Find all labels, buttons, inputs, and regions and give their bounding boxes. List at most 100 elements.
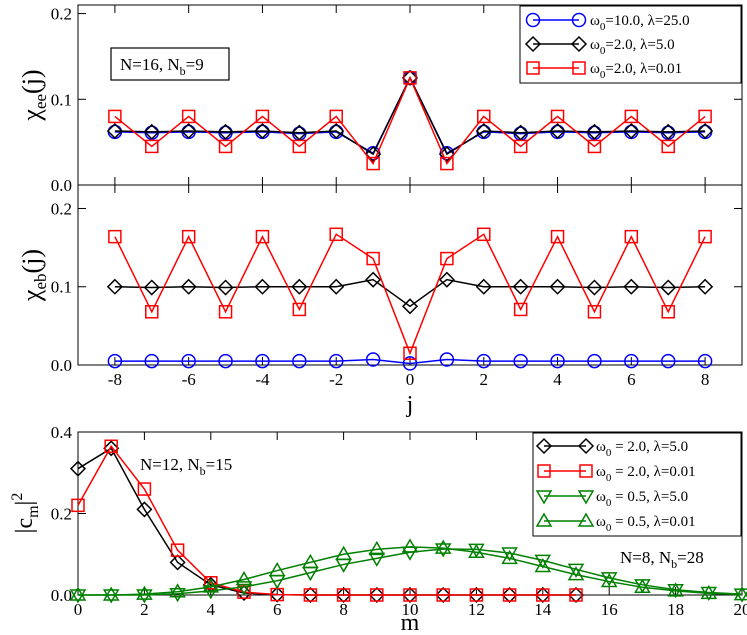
- xtick-label: 0: [406, 370, 415, 389]
- series-line: [114, 75, 706, 166]
- series-line: [114, 233, 706, 356]
- data-point: [697, 353, 713, 369]
- data-point: [303, 588, 318, 602]
- data-point: [107, 353, 123, 369]
- series-line: [114, 76, 706, 155]
- xtick-label: 14: [534, 600, 552, 619]
- data-point: [468, 586, 485, 604]
- data-point: [328, 353, 344, 369]
- data-point: [292, 353, 307, 369]
- ytick-label: 0.0: [51, 176, 72, 195]
- legend-marker: [535, 437, 553, 455]
- data-point: [697, 122, 714, 140]
- xtick-label: 6: [273, 600, 282, 619]
- legend-marker: [577, 512, 595, 527]
- data-point: [291, 278, 308, 295]
- data-point: [218, 353, 233, 369]
- data-point: [624, 229, 639, 244]
- data-point: [108, 229, 122, 244]
- panel-middle-xlabel: j: [406, 392, 414, 418]
- data-point: [102, 586, 120, 601]
- ytick-label: 0.2: [51, 5, 72, 24]
- data-point: [365, 352, 381, 367]
- data-point: [254, 278, 271, 295]
- series-line: [114, 76, 706, 156]
- data-point: [255, 353, 270, 369]
- legend-label-tail: =10.0, λ=25.0: [605, 13, 689, 29]
- data-point: [600, 572, 618, 587]
- data-point: [181, 353, 196, 369]
- panel-bottom-annotation-1: N=12, Nb=15: [140, 455, 232, 478]
- xtick-label: 10: [402, 600, 419, 619]
- data-point: [169, 554, 186, 571]
- data-point: [403, 346, 417, 361]
- data-point: [567, 566, 585, 581]
- data-point: [440, 251, 454, 266]
- series-line: [114, 358, 706, 365]
- data-point: [401, 298, 419, 315]
- xtick-label: 4: [553, 370, 562, 389]
- ytick-label: 0.0: [51, 586, 72, 605]
- data-point: [366, 251, 380, 266]
- data-point: [328, 122, 345, 140]
- data-point: [550, 109, 565, 124]
- data-point: [501, 549, 518, 565]
- xtick-label: 6: [627, 370, 636, 389]
- data-point: [103, 440, 120, 457]
- data-point: [181, 109, 196, 124]
- data-point: [329, 109, 343, 124]
- data-point: [255, 229, 270, 244]
- data-point: [697, 278, 714, 295]
- legend-label-main: ω: [596, 514, 606, 530]
- legend-marker: [535, 490, 553, 505]
- data-point: [292, 302, 307, 317]
- data-point: [534, 554, 552, 569]
- legend-marker: [535, 512, 553, 527]
- panel-bottom-annotation-2: N=8, Nb=28: [620, 548, 704, 571]
- data-point: [181, 229, 196, 244]
- data-point: [335, 545, 352, 560]
- legend-label: ω0 = 0.5, λ=5.0: [596, 489, 688, 509]
- xtick-label: 8: [701, 370, 710, 389]
- data-point: [180, 278, 197, 295]
- data-point: [218, 305, 233, 319]
- legend-label: ω0 = 2.0, λ=5.0: [596, 439, 688, 459]
- legend-label-sub: 0: [606, 447, 612, 459]
- panel-bottom-ylabel: |cm|2: [9, 493, 42, 534]
- xtick-label: 18: [667, 600, 684, 619]
- legend-label: ω0 = 0.5, λ=0.01: [596, 514, 696, 534]
- data-point: [268, 562, 286, 577]
- legend-label-sub: 0: [606, 472, 612, 484]
- data-point: [587, 305, 602, 319]
- data-point: [501, 547, 518, 562]
- data-point: [401, 538, 419, 553]
- data-point: [204, 576, 218, 590]
- data-point: [700, 584, 718, 600]
- data-point: [69, 589, 87, 604]
- legend-label-sub: 0: [606, 497, 612, 509]
- data-point: [329, 227, 343, 242]
- legend-marker: [572, 61, 586, 75]
- legend-label-main: ω: [596, 439, 606, 455]
- data-point: [136, 501, 153, 518]
- data-point: [469, 588, 484, 602]
- data-point: [634, 578, 651, 594]
- panel-bottom-xlabel: m: [401, 610, 420, 635]
- data-point: [587, 139, 602, 154]
- data-point: [549, 278, 566, 295]
- panel-middle-ylabel: χeb(j): [17, 249, 50, 302]
- xtick-label: 16: [601, 600, 618, 619]
- data-point: [698, 109, 712, 124]
- data-point: [434, 539, 452, 554]
- data-point: [567, 563, 585, 578]
- data-point: [302, 553, 319, 569]
- legend-label: ω0=10.0, λ=25.0: [590, 13, 690, 33]
- panel-top-annotation-box: [110, 47, 230, 81]
- data-point: [235, 571, 253, 586]
- data-point: [586, 123, 603, 140]
- legend-label-sub: 0: [606, 522, 612, 534]
- data-point: [368, 552, 386, 567]
- panel-middle-plot: 0.0 0.1 0.2 -8 -6 -4 -2 0 2 4 6 8: [51, 185, 742, 389]
- data-point: [170, 543, 185, 557]
